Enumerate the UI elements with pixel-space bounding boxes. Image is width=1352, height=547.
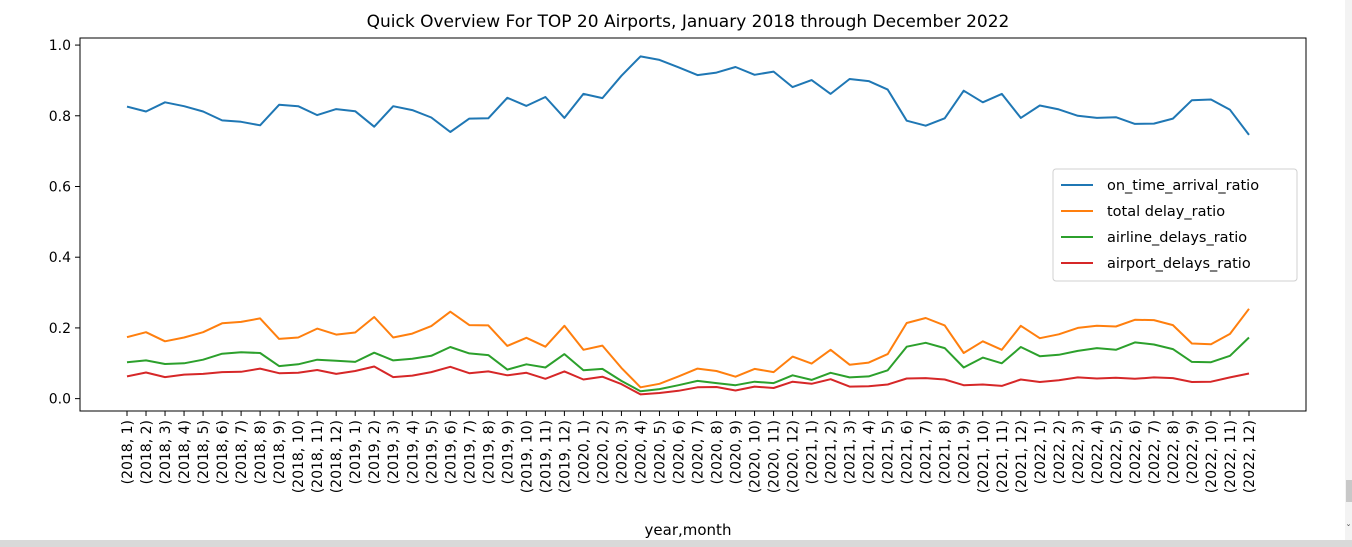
x-tick-label: (2021, 3) xyxy=(843,420,859,484)
x-tick-label: (2020, 7) xyxy=(691,420,707,484)
x-tick-label: (2021, 7) xyxy=(919,420,935,484)
x-tick-label: (2019, 1) xyxy=(348,420,364,484)
x-tick-label: (2021, 8) xyxy=(938,420,954,484)
x-tick-label: (2021, 6) xyxy=(900,420,916,484)
x-tick-label: (2019, 6) xyxy=(443,420,459,484)
y-tick-label: 0.6 xyxy=(49,179,71,195)
x-tick-label: (2022, 6) xyxy=(1128,420,1144,484)
x-tick-label: (2019, 3) xyxy=(386,420,402,484)
x-tick-label: (2018, 11) xyxy=(310,420,326,493)
y-tick-label: 0.8 xyxy=(49,109,71,125)
x-tick-label: (2019, 7) xyxy=(462,420,478,484)
x-tick-label: (2020, 2) xyxy=(595,420,611,484)
series-line-airline-delays-ratio xyxy=(126,336,1250,393)
x-tick-label: (2021, 9) xyxy=(957,420,973,484)
x-tick-label: (2022, 5) xyxy=(1109,420,1125,484)
x-tick-label: (2018, 10) xyxy=(291,420,307,493)
x-tick-label: (2018, 5) xyxy=(196,420,212,484)
x-tick-label: (2022, 9) xyxy=(1185,420,1201,484)
x-tick-label: (2019, 2) xyxy=(367,420,383,484)
y-tick-label: 0.4 xyxy=(49,250,71,266)
series-line-total-delay-ratio xyxy=(126,308,1250,389)
y-tick-label: 0.0 xyxy=(49,392,71,408)
x-tick-label: (2021, 10) xyxy=(976,420,992,493)
x-tick-label: (2022, 7) xyxy=(1147,420,1163,484)
legend-label: on_time_arrival_ratio xyxy=(1107,178,1259,194)
x-tick-label: (2022, 12) xyxy=(1242,420,1258,493)
x-tick-label: (2019, 8) xyxy=(481,420,497,484)
x-tick-label: (2021, 5) xyxy=(881,420,897,484)
y-tick-label: 1.0 xyxy=(49,38,71,54)
x-tick-label: (2019, 4) xyxy=(405,420,421,484)
x-tick-label: (2020, 10) xyxy=(748,420,764,493)
x-tick-label: (2018, 7) xyxy=(234,420,250,484)
x-tick-label: (2022, 10) xyxy=(1204,420,1220,493)
series-line-on-time-arrival-ratio xyxy=(126,55,1250,136)
x-tick-label: (2019, 11) xyxy=(538,420,554,493)
x-tick-label: (2019, 5) xyxy=(424,420,440,484)
x-tick-label: (2022, 1) xyxy=(1033,420,1049,484)
x-tick-label: (2018, 9) xyxy=(272,420,288,484)
x-tick-label: (2022, 2) xyxy=(1052,420,1068,484)
y-axis: 0.0 0.2 0.4 0.6 0.8 1.0 xyxy=(49,38,80,408)
x-tick-label: (2018, 2) xyxy=(139,420,155,484)
chart-title: Quick Overview For TOP 20 Airports, Janu… xyxy=(367,12,1010,32)
y-tick-label: 0.2 xyxy=(49,321,71,337)
scrollbar-thumb[interactable] xyxy=(1346,480,1352,502)
x-tick-label: (2018, 1) xyxy=(120,420,136,484)
x-tick-label: (2021, 12) xyxy=(1014,420,1030,493)
legend-label: airport_delays_ratio xyxy=(1107,256,1251,272)
x-tick-label: (2020, 6) xyxy=(671,420,687,484)
x-tick-label: (2020, 5) xyxy=(652,420,668,484)
series-line-airport-delays-ratio xyxy=(126,365,1250,396)
legend-label: total delay_ratio xyxy=(1107,204,1225,220)
series-lines xyxy=(126,55,1250,396)
x-tick-label: (2021, 11) xyxy=(995,420,1011,493)
x-tick-label: (2019, 12) xyxy=(557,420,573,493)
horizontal-scrollbar[interactable] xyxy=(0,540,1352,547)
x-tick-label: (2018, 6) xyxy=(215,420,231,484)
x-tick-label: (2020, 8) xyxy=(710,420,726,484)
x-tick-label: (2018, 8) xyxy=(253,420,269,484)
legend-box xyxy=(1052,168,1298,282)
scrollbar-track[interactable] xyxy=(1345,0,1352,540)
x-tick-label: (2020, 3) xyxy=(614,420,630,484)
x-tick-label: (2018, 12) xyxy=(329,420,345,493)
x-tick-label: (2018, 4) xyxy=(177,420,193,484)
resize-handle-icon[interactable]: ˇ xyxy=(1346,524,1351,535)
x-tick-label: (2021, 4) xyxy=(862,420,878,484)
x-tick-label: (2022, 8) xyxy=(1166,420,1182,484)
x-tick-label: (2021, 2) xyxy=(824,420,840,484)
x-tick-label: (2018, 3) xyxy=(158,420,174,484)
x-axis: (2018, 1) (2018, 2) (2018, 3) (2018, 4) (201… xyxy=(120,411,1258,493)
x-tick-label: (2020, 9) xyxy=(729,420,745,484)
x-tick-label: (2020, 11) xyxy=(767,420,783,493)
x-tick-label: (2022, 4) xyxy=(1090,420,1106,484)
x-tick-label: (2021, 1) xyxy=(805,420,821,484)
x-tick-label: (2019, 10) xyxy=(519,420,535,493)
x-tick-label: (2020, 4) xyxy=(633,420,649,484)
x-tick-label: (2020, 12) xyxy=(786,420,802,493)
legend-label: airline_delays_ratio xyxy=(1107,230,1247,246)
x-axis-label: year,month xyxy=(645,521,732,539)
x-tick-label: (2022, 11) xyxy=(1223,420,1239,493)
x-tick-label: (2019, 9) xyxy=(500,420,516,484)
x-tick-label: (2020, 1) xyxy=(576,420,592,484)
x-tick-label: (2022, 3) xyxy=(1071,420,1087,484)
